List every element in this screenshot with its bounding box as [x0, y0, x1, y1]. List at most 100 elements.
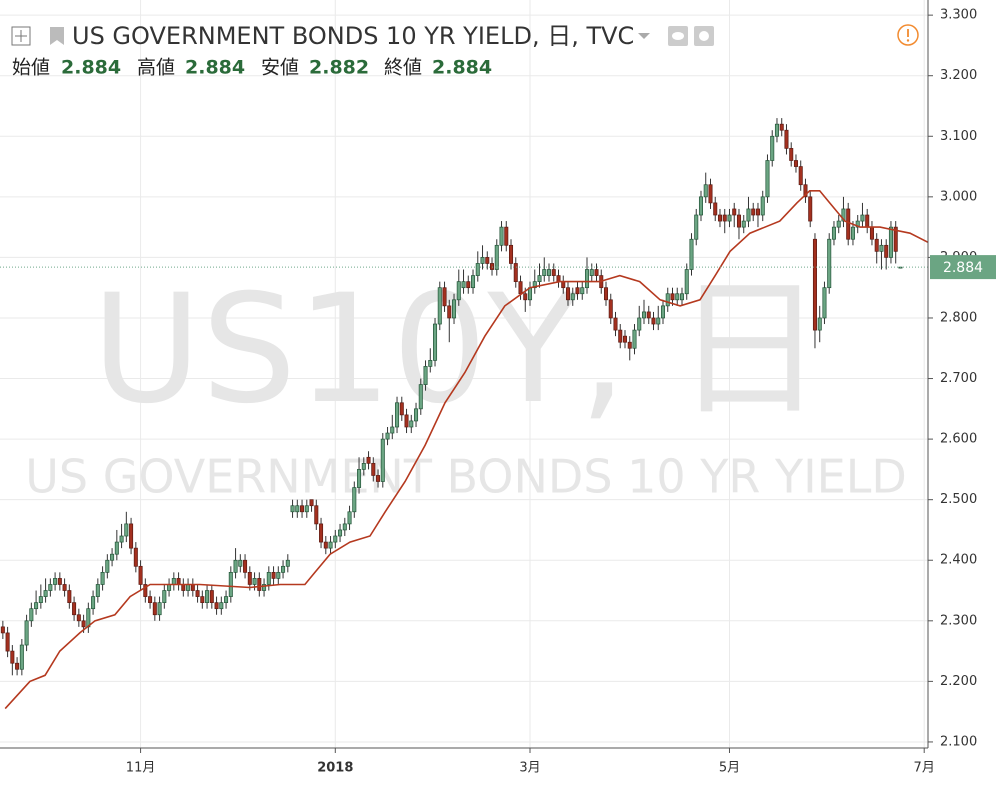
candle-body: [627, 341, 632, 349]
dropdown-arrow[interactable]: [638, 33, 650, 39]
candle-body: [708, 184, 713, 204]
candle-body: [798, 166, 803, 186]
candle-body: [404, 414, 409, 428]
candle-body: [641, 311, 647, 319]
candle-body: [466, 281, 471, 289]
ohlc-value: 2.884: [61, 57, 121, 79]
candle-body: [352, 487, 357, 513]
candle-body: [442, 287, 447, 307]
candle-body: [271, 572, 276, 579]
x-tick-label: 11月: [126, 761, 156, 776]
candle-body: [869, 226, 874, 240]
candle-body: [803, 184, 808, 198]
candle-body: [461, 281, 466, 289]
candle-body: [395, 402, 400, 428]
candle-body: [884, 244, 889, 258]
candle-body: [589, 269, 594, 276]
candle-body: [171, 578, 176, 585]
candle-body: [452, 299, 457, 319]
x-tick-label: 7月: [914, 761, 935, 776]
candle-body: [281, 565, 286, 573]
candle-body: [19, 644, 24, 670]
y-tick-label: 2.300: [940, 613, 977, 628]
candle-body: [72, 602, 77, 616]
candle-body: [532, 281, 537, 289]
candle-body: [551, 269, 556, 276]
candle-body: [361, 462, 366, 470]
candle-body: [475, 263, 480, 276]
candle-body: [694, 214, 699, 240]
candle-body: [770, 135, 775, 161]
candle-body: [409, 420, 414, 428]
y-tick-label: 3.300: [940, 8, 977, 23]
candle-body: [556, 275, 561, 282]
ohlc-value: 2.882: [309, 57, 369, 79]
candle-body: [34, 602, 39, 610]
candle-body: [81, 620, 86, 628]
y-tick-label: 3.200: [940, 68, 977, 83]
eye-icon-part: [672, 32, 684, 40]
candle-body: [357, 469, 362, 488]
candle-body: [789, 148, 794, 161]
candle-body: [542, 269, 547, 276]
candle-body: [741, 220, 746, 228]
candle-body: [290, 505, 295, 513]
candle-body: [850, 226, 855, 240]
axes: 2.100 2.200 2.300 2.400 2.500 2.600 2.700 2.800…: [126, 8, 977, 776]
ohlc-label: 高値: [137, 57, 175, 79]
candle-body: [865, 214, 870, 228]
candle-body: [76, 614, 81, 622]
candle-body: [423, 366, 428, 385]
y-tick-label: 3.000: [940, 189, 977, 204]
candle-body: [86, 608, 91, 628]
candle-body: [129, 523, 134, 549]
last-price-label: 2.884: [943, 260, 983, 276]
candle-body: [319, 523, 324, 543]
candle-body: [333, 535, 338, 543]
candle-body: [485, 257, 490, 264]
candle-body: [119, 535, 124, 543]
ohlc-value: 2.884: [432, 57, 492, 79]
ohlc-label: 終値: [384, 57, 422, 79]
candle-body: [793, 160, 798, 167]
candle-body: [57, 578, 62, 585]
candle-body: [537, 275, 542, 282]
candle-body: [143, 584, 148, 597]
candle-body: [736, 214, 741, 228]
ohlc-label: 始値: [12, 57, 50, 79]
expand-icon[interactable]: [11, 26, 31, 46]
candle-body: [43, 590, 48, 597]
candle-body: [841, 208, 846, 222]
candle-body: [114, 541, 119, 555]
candle-body: [138, 565, 143, 585]
candle-body: [195, 590, 200, 597]
candle-body: [570, 293, 575, 301]
candle-body: [190, 584, 195, 591]
candle-body: [637, 317, 642, 331]
candle-body: [167, 584, 172, 591]
candle-body: [689, 238, 694, 270]
candle-body: [675, 293, 680, 301]
candle-body: [214, 602, 219, 610]
candle-body: [304, 505, 309, 513]
candle-body: [874, 238, 879, 252]
candle-body: [665, 293, 670, 307]
candle-body: [456, 281, 461, 301]
candle-body: [162, 590, 167, 603]
candle-body: [827, 238, 832, 289]
candle-body: [390, 426, 395, 434]
last-price-box: [930, 255, 996, 280]
candle-body: [209, 590, 214, 603]
alert-icon[interactable]: [897, 24, 919, 46]
candle-body: [618, 329, 623, 343]
y-tick-label: 2.400: [940, 553, 977, 568]
candle-body: [285, 559, 290, 567]
candle-body: [323, 541, 328, 549]
candle-body: [846, 208, 851, 240]
candle-body: [247, 572, 252, 585]
candle-body: [0, 626, 5, 634]
candle-body: [100, 572, 105, 585]
candle-body: [300, 505, 305, 513]
candle-body: [565, 287, 571, 301]
